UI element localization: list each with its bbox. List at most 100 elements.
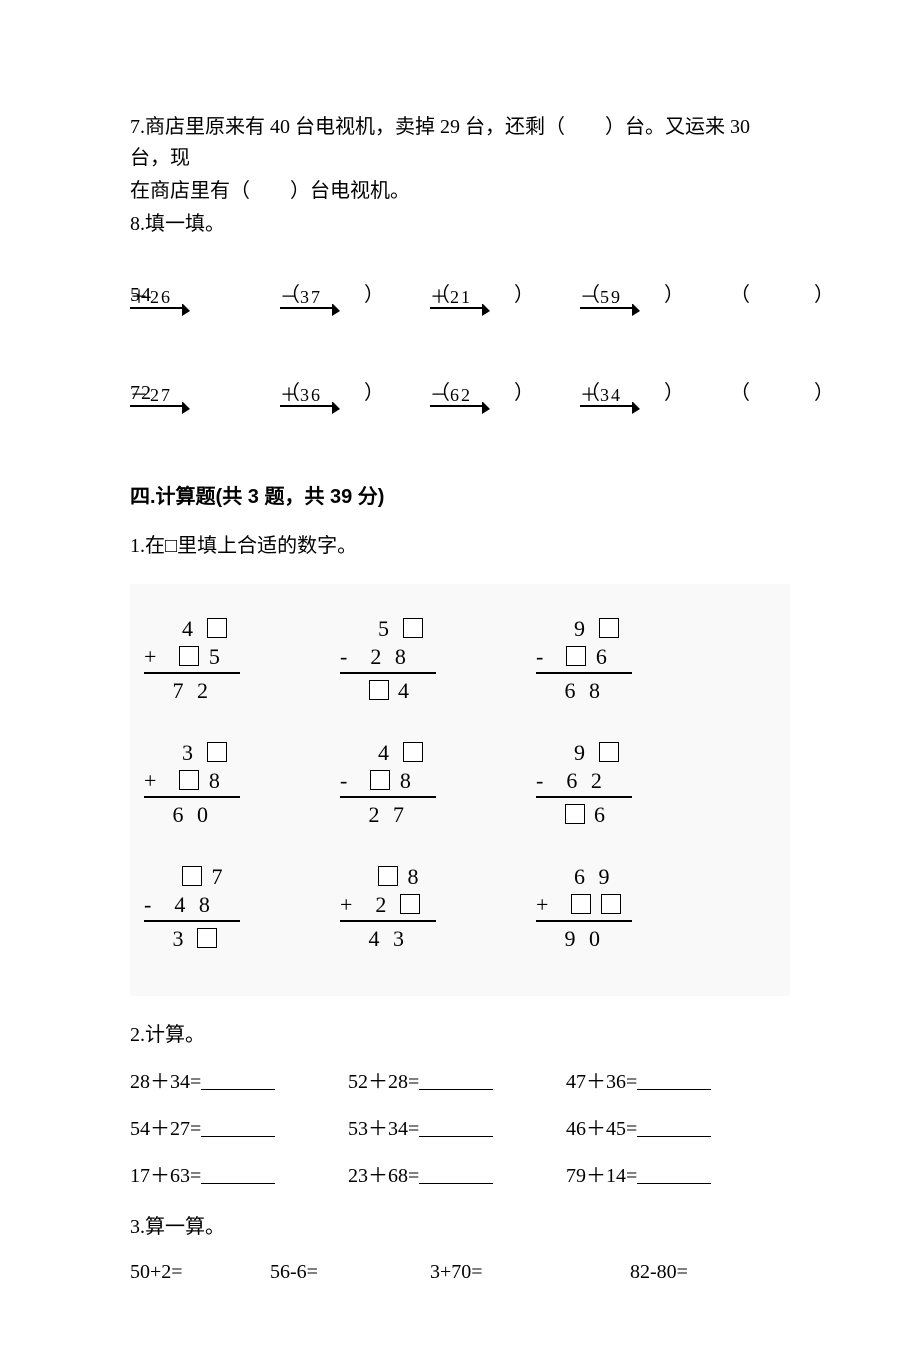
vertical-calc: 5 - 2 8 4 (340, 614, 436, 704)
q7-label: 7. (130, 116, 145, 138)
calc-row: 28＋34= 52＋28= 47＋36= (130, 1067, 790, 1098)
calc-line: - 6 2 (536, 766, 632, 794)
calc-cell: 23＋68= (348, 1161, 516, 1192)
calc-line: 9 (536, 614, 632, 642)
fill-box[interactable] (179, 770, 199, 790)
calc-line: 6 0 (144, 800, 240, 828)
chain-item: （ ）＋34 (580, 378, 700, 422)
calc-line: - 8 (340, 766, 436, 794)
fill-box[interactable] (378, 866, 398, 886)
fill-box[interactable] (566, 646, 586, 666)
answer-blank[interactable] (419, 1072, 493, 1090)
p3-row: 50+2=56-6=3+70=82-80= (130, 1257, 790, 1288)
calc-line: 5 (340, 614, 436, 642)
calc-expression: 53＋34= (348, 1118, 419, 1140)
fill-box[interactable] (182, 866, 202, 886)
figure-row: 4 + 5 7 2 5 - 2 8 4 9 - 6 6 8 (144, 614, 782, 704)
chain-item: （ ）－37 (280, 280, 400, 324)
calc-rule (340, 920, 436, 922)
fill-box[interactable] (197, 928, 217, 948)
chain-arrow: ＋21 (430, 304, 490, 324)
fill-box[interactable] (207, 742, 227, 762)
chain-op-label: －37 (280, 284, 322, 312)
answer-blank[interactable] (637, 1166, 711, 1184)
fill-box[interactable] (601, 894, 621, 914)
calc-rule (144, 796, 240, 798)
chain-blank: （ ） (730, 378, 850, 404)
calc-expression: 54＋27= (130, 1118, 201, 1140)
calc-line: + 5 (144, 642, 240, 670)
answer-blank[interactable] (419, 1119, 493, 1137)
calc-cell: 82-80= (630, 1257, 790, 1288)
calc-line: 3 (144, 924, 240, 952)
calc-line: 7 (144, 862, 240, 890)
calc-expression: 28＋34= (130, 1071, 201, 1093)
answer-blank[interactable] (201, 1119, 275, 1137)
vertical-calc: 4 + 5 7 2 (144, 614, 240, 704)
q7-line1: 商店里原来有 40 台电视机，卖掉 29 台，还剩（ ）台。又运来 30 台，现 (130, 116, 750, 169)
calc-cell: 53＋34= (348, 1114, 516, 1145)
vertical-calc: 9 - 6 2 6 (536, 738, 632, 828)
page: 7.商店里原来有 40 台电视机，卖掉 29 台，还剩（ ）台。又运来 30 台… (0, 0, 920, 1362)
problem-1: 1.在□里填上合适的数字。 (130, 531, 790, 562)
fill-box[interactable] (599, 742, 619, 762)
calc-expression: 23＋68= (348, 1165, 419, 1187)
calc-cell: 47＋36= (566, 1067, 734, 1098)
fill-box[interactable] (207, 618, 227, 638)
answer-blank[interactable] (201, 1166, 275, 1184)
calc-cell: 52＋28= (348, 1067, 516, 1098)
fill-box[interactable] (403, 618, 423, 638)
calc-line: + (536, 890, 632, 918)
chain-row: 54＋26（ ）－37（ ）＋21（ ）－59（ ） (130, 280, 790, 342)
calc-line: 3 (144, 738, 240, 766)
problem-2: 2.计算。 (130, 1020, 790, 1051)
calc3-row: 50+2=56-6=3+70=82-80= (130, 1257, 790, 1288)
fill-box[interactable] (369, 680, 389, 700)
vertical-calc: 9 - 6 6 8 (536, 614, 632, 704)
calc-rule (340, 672, 436, 674)
chain-op-label: ＋36 (280, 382, 322, 410)
chain-op-label: －27 (130, 382, 172, 410)
calc-line: 4 3 (340, 924, 436, 952)
chain-op-label: ＋34 (580, 382, 622, 410)
p2-label: 2. (130, 1024, 145, 1046)
answer-blank[interactable] (419, 1166, 493, 1184)
fill-box[interactable] (400, 894, 420, 914)
vertical-calc: 4 - 8 2 7 (340, 738, 436, 828)
calc-line: 4 (144, 614, 240, 642)
calc-line: 4 (340, 738, 436, 766)
p2-grid: 28＋34=52＋28=47＋36=54＋27=53＋34=46＋45=17＋6… (130, 1067, 790, 1192)
chain-arrow: ＋34 (580, 402, 640, 422)
p1-figure: 4 + 5 7 2 5 - 2 8 4 9 - 6 6 8 3 + 8 6 0 … (130, 584, 790, 996)
fill-box[interactable] (565, 804, 585, 824)
chain-arrow: －27 (130, 402, 190, 422)
fill-box[interactable] (599, 618, 619, 638)
calc-rule (340, 796, 436, 798)
figure-row: 7- 4 8 3 8+ 2 4 3 6 9+ 9 0 (144, 862, 782, 952)
chain-arrow: －37 (280, 304, 340, 324)
calc-cell: 79＋14= (566, 1161, 734, 1192)
chain-row: 72－27（ ）＋36（ ）－62（ ）＋34（ ） (130, 378, 790, 440)
fill-box[interactable] (571, 894, 591, 914)
calc-rule (144, 672, 240, 674)
fill-box[interactable] (179, 646, 199, 666)
answer-blank[interactable] (637, 1119, 711, 1137)
fill-box[interactable] (370, 770, 390, 790)
vertical-calc: 8+ 2 4 3 (340, 862, 436, 952)
chain-item: （ ）－59 (580, 280, 700, 324)
calc-row: 17＋63=23＋68=79＋14= (130, 1161, 790, 1192)
answer-blank[interactable] (637, 1072, 711, 1090)
chain-op-label: ＋26 (130, 284, 172, 312)
calc-line: 6 (536, 800, 632, 828)
answer-blank[interactable] (201, 1072, 275, 1090)
p3-label: 3. (130, 1216, 145, 1238)
chain-arrow: ＋36 (280, 402, 340, 422)
calc-line: + 2 (340, 890, 436, 918)
calc-line: 6 8 (536, 676, 632, 704)
calc-line: 7 2 (144, 676, 240, 704)
calc-rule (536, 796, 632, 798)
fill-box[interactable] (403, 742, 423, 762)
chain-blank: （ ） (730, 280, 850, 306)
q7-line2: 在商店里有（ ）台电视机。 (130, 180, 410, 202)
chain-arrow: ＋26 (130, 304, 190, 324)
